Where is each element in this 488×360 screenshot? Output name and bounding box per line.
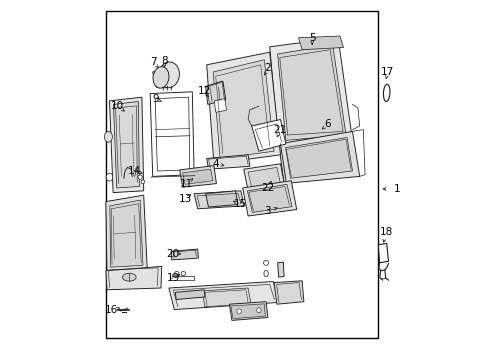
Text: 6: 6: [324, 119, 330, 129]
Polygon shape: [106, 266, 162, 290]
Ellipse shape: [138, 175, 142, 179]
Ellipse shape: [122, 273, 136, 281]
Polygon shape: [229, 302, 267, 320]
Polygon shape: [168, 282, 278, 310]
Text: 4: 4: [212, 159, 219, 169]
Polygon shape: [298, 36, 343, 50]
Text: 13: 13: [178, 194, 191, 204]
Polygon shape: [109, 97, 143, 193]
Ellipse shape: [181, 271, 185, 276]
Text: 8: 8: [161, 56, 167, 66]
Polygon shape: [205, 81, 225, 104]
Polygon shape: [213, 60, 273, 158]
Ellipse shape: [383, 84, 389, 102]
Text: 5: 5: [308, 33, 315, 43]
Text: 20: 20: [166, 249, 180, 259]
Polygon shape: [378, 243, 387, 263]
Text: 7: 7: [150, 57, 157, 67]
Text: 3: 3: [264, 206, 271, 216]
Ellipse shape: [158, 62, 179, 88]
Text: 17: 17: [380, 67, 394, 77]
Polygon shape: [269, 38, 352, 146]
Polygon shape: [278, 131, 359, 184]
Polygon shape: [179, 166, 216, 187]
Text: 19: 19: [166, 273, 180, 283]
Text: 12: 12: [197, 86, 210, 96]
Ellipse shape: [153, 67, 169, 88]
Polygon shape: [175, 290, 204, 300]
Polygon shape: [150, 92, 194, 176]
Text: 21: 21: [273, 125, 286, 135]
Polygon shape: [285, 138, 352, 178]
Text: 10: 10: [111, 101, 124, 111]
Polygon shape: [251, 120, 285, 151]
Polygon shape: [247, 184, 291, 212]
Polygon shape: [206, 155, 249, 169]
Text: 9: 9: [152, 94, 158, 104]
Polygon shape: [277, 45, 346, 140]
Ellipse shape: [256, 308, 261, 313]
Text: 22: 22: [261, 183, 274, 193]
Text: 14: 14: [128, 166, 141, 176]
Polygon shape: [277, 262, 284, 277]
Polygon shape: [214, 99, 226, 112]
Polygon shape: [182, 169, 212, 184]
Polygon shape: [230, 304, 265, 319]
Text: 11: 11: [180, 179, 193, 189]
Polygon shape: [152, 67, 176, 88]
Polygon shape: [206, 52, 280, 164]
Polygon shape: [273, 281, 303, 304]
Text: 15: 15: [233, 199, 246, 210]
Ellipse shape: [104, 131, 112, 142]
Ellipse shape: [263, 260, 268, 265]
Text: 1: 1: [393, 184, 400, 194]
Polygon shape: [171, 249, 198, 260]
Polygon shape: [155, 97, 189, 171]
Ellipse shape: [106, 173, 113, 181]
Ellipse shape: [237, 309, 241, 314]
Polygon shape: [247, 167, 280, 188]
Polygon shape: [205, 191, 238, 207]
Ellipse shape: [264, 270, 268, 277]
Polygon shape: [110, 200, 142, 267]
Polygon shape: [106, 195, 147, 272]
Bar: [106, 11, 377, 338]
Polygon shape: [242, 181, 296, 216]
Ellipse shape: [174, 271, 179, 276]
Polygon shape: [202, 288, 250, 307]
Text: 16: 16: [104, 305, 118, 315]
Text: 2: 2: [264, 63, 271, 73]
Text: 18: 18: [379, 227, 392, 237]
Polygon shape: [194, 191, 244, 209]
Polygon shape: [244, 164, 284, 191]
Ellipse shape: [141, 180, 144, 184]
Polygon shape: [113, 102, 139, 188]
